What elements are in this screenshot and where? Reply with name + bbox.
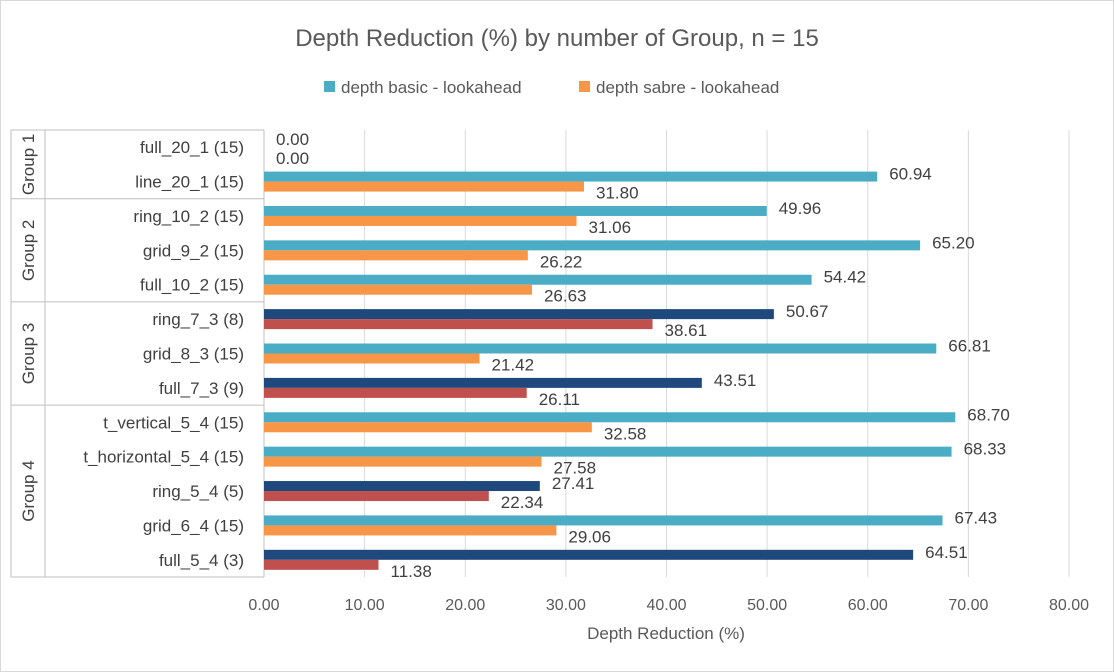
category-axis: Group 1 Group 2 Group 3 Group 4 full_20_1 (1… bbox=[10, 129, 265, 578]
bars bbox=[264, 171, 956, 570]
data-label-basic: 64.51 bbox=[925, 543, 968, 562]
tick-label: 30.00 bbox=[546, 597, 586, 614]
bar-basic bbox=[264, 343, 937, 354]
tick-label: 80.00 bbox=[1049, 597, 1089, 614]
bar-sabre bbox=[264, 181, 584, 192]
group-label: Group 1 bbox=[19, 134, 38, 195]
x-axis-title: Depth Reduction (%) bbox=[587, 624, 745, 643]
data-label-basic: 54.42 bbox=[824, 268, 867, 287]
bar-basic bbox=[264, 240, 921, 251]
data-label-basic: 66.81 bbox=[948, 337, 991, 356]
chart-title: Depth Reduction (%) by number of Group, … bbox=[295, 25, 819, 52]
bar-sabre bbox=[264, 491, 489, 502]
bar-sabre bbox=[264, 525, 557, 536]
tick-label: 0.00 bbox=[248, 597, 279, 614]
bar-basic bbox=[264, 274, 812, 285]
category-label: line_20_1 (15) bbox=[135, 173, 244, 192]
bar-basic bbox=[264, 171, 878, 182]
category-label: ring_10_2 (15) bbox=[133, 207, 244, 226]
bar-sabre bbox=[264, 353, 480, 364]
data-label-basic: 49.96 bbox=[779, 199, 822, 218]
data-label-basic: 67.43 bbox=[955, 508, 998, 527]
legend-swatch bbox=[324, 81, 335, 92]
tick-label: 40.00 bbox=[646, 597, 686, 614]
bar-basic bbox=[264, 549, 914, 560]
bar-basic bbox=[264, 309, 774, 320]
bar-sabre bbox=[264, 250, 528, 261]
tick-label: 50.00 bbox=[747, 597, 787, 614]
data-label-sabre: 22.34 bbox=[501, 493, 544, 512]
category-label: ring_7_3 (8) bbox=[152, 310, 244, 329]
bar-sabre bbox=[264, 387, 527, 398]
data-label-sabre: 26.22 bbox=[540, 252, 583, 271]
tick-label: 60.00 bbox=[848, 597, 888, 614]
category-label: grid_8_3 (15) bbox=[143, 345, 244, 364]
category-label: full_7_3 (9) bbox=[159, 379, 244, 398]
tick-label: 20.00 bbox=[445, 597, 485, 614]
data-labels: 0.000.00 60.94 31.80 49.96 31.06 65.20 26.22 54… bbox=[276, 130, 1010, 581]
data-label-sabre: 31.80 bbox=[596, 184, 639, 203]
bar-basic bbox=[264, 377, 702, 388]
bar-sabre bbox=[264, 422, 592, 433]
bar-sabre bbox=[264, 284, 532, 295]
data-label-sabre: 29.06 bbox=[568, 527, 611, 546]
data-label-sabre: 11.38 bbox=[391, 562, 432, 581]
data-label-basic: 27.41 bbox=[552, 474, 595, 493]
data-label-basic: 0.00 bbox=[276, 130, 309, 149]
bar-sabre bbox=[264, 215, 577, 226]
category-label: grid_6_4 (15) bbox=[143, 516, 244, 535]
tick-label: 10.00 bbox=[345, 597, 385, 614]
group-label: Group 2 bbox=[19, 220, 38, 281]
category-label: full_20_1 (15) bbox=[140, 138, 244, 157]
data-label-sabre: 21.42 bbox=[492, 356, 535, 375]
data-label-basic: 43.51 bbox=[714, 371, 757, 390]
data-label-sabre: 26.63 bbox=[544, 287, 587, 306]
data-label-sabre: 32.58 bbox=[604, 424, 647, 443]
data-label-sabre: 27.58 bbox=[554, 459, 597, 478]
data-label-sabre: 26.11 bbox=[539, 390, 580, 409]
tick-labels: 0.00 10.00 20.00 30.00 40.00 50.00 60.00 70.00 8… bbox=[248, 597, 1089, 614]
category-label: full_5_4 (3) bbox=[159, 551, 244, 570]
bar-basic bbox=[264, 412, 956, 423]
bar-sabre bbox=[264, 456, 542, 467]
category-label: t_vertical_5_4 (15) bbox=[103, 413, 244, 432]
category-label: ring_5_4 (5) bbox=[152, 482, 244, 501]
data-label-sabre: 31.06 bbox=[589, 218, 632, 237]
category-label: grid_9_2 (15) bbox=[143, 241, 244, 260]
category-label: full_10_2 (15) bbox=[140, 276, 244, 295]
tick-label: 70.00 bbox=[948, 597, 988, 614]
bar-sabre bbox=[264, 559, 379, 570]
data-label-basic: 68.33 bbox=[964, 440, 1007, 459]
group-label: Group 3 bbox=[19, 323, 38, 384]
bar-basic bbox=[264, 205, 767, 216]
data-label-basic: 60.94 bbox=[889, 165, 932, 184]
legend-swatch bbox=[579, 81, 590, 92]
data-label-basic: 68.70 bbox=[967, 405, 1010, 424]
legend-label: depth sabre - lookahead bbox=[596, 78, 779, 97]
data-label-sabre: 0.00 bbox=[276, 149, 309, 168]
group-label: Group 4 bbox=[19, 460, 38, 521]
data-label-sabre: 38.61 bbox=[665, 321, 708, 340]
data-label-basic: 50.67 bbox=[786, 302, 829, 321]
data-label-basic: 65.20 bbox=[932, 233, 975, 252]
legend: depth basic - lookahead depth sabre - loo… bbox=[324, 78, 779, 97]
category-label: t_horizontal_5_4 (15) bbox=[83, 448, 244, 467]
legend-label: depth basic - lookahead bbox=[341, 78, 522, 97]
bar-basic bbox=[264, 446, 952, 457]
bar-sabre bbox=[264, 319, 653, 330]
bar-basic bbox=[264, 515, 943, 526]
bar-basic bbox=[264, 481, 540, 492]
